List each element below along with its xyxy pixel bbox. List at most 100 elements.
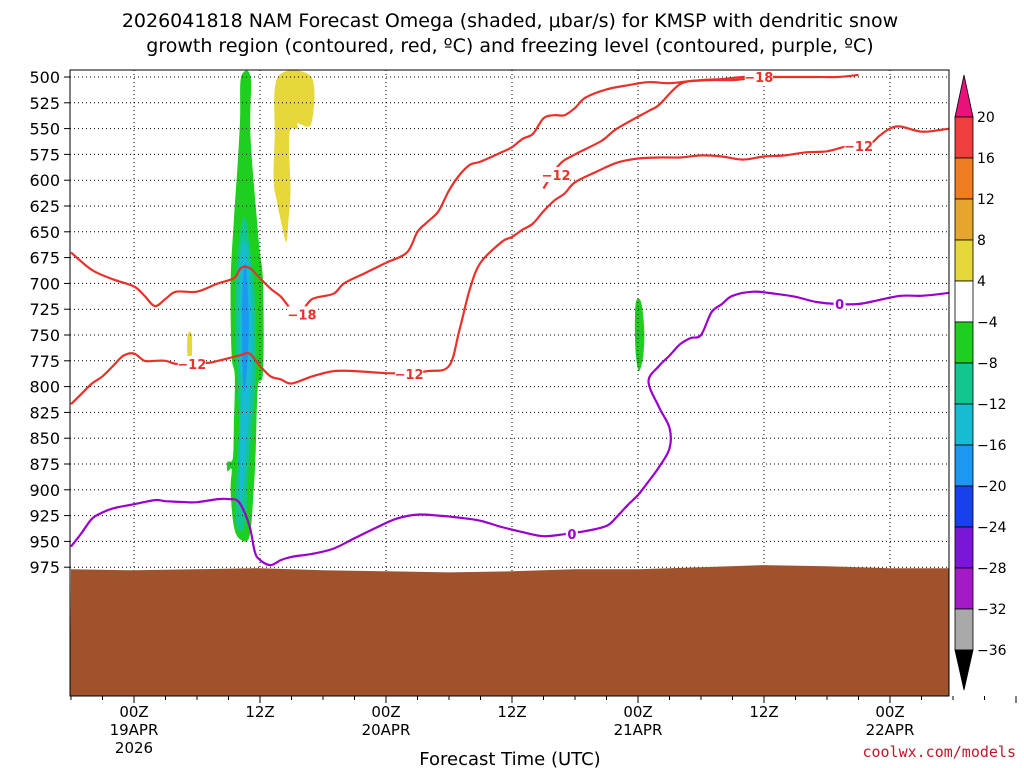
colorbar-bin	[954, 567, 974, 610]
contour-label: −12	[844, 140, 873, 155]
y-tick-label: 575	[29, 145, 60, 164]
colorbar-label: 16	[977, 151, 995, 167]
x-axis-label: Forecast Time (UTC)	[419, 749, 600, 768]
contour-label: 0	[567, 528, 576, 543]
colorbar-arrow-top	[954, 74, 974, 118]
colorbar-label: −36	[977, 643, 1007, 659]
contour-label-bg	[744, 70, 773, 84]
colorbar-bin	[954, 116, 974, 159]
x-tick-label-year: 2026	[115, 739, 153, 757]
colorbar-label: 20	[977, 110, 995, 126]
colorbar-label: −20	[977, 479, 1007, 495]
ground-surface	[70, 565, 949, 696]
watermark: coolwx.com/models	[862, 743, 1016, 761]
contour-label: −12	[395, 368, 424, 383]
y-axis: 500 525 550 575 600 625 650 675 700 725 750 775 800 8…	[29, 68, 70, 577]
x-tick-label-time: 00Z	[623, 703, 652, 721]
colorbar-label: −32	[977, 602, 1007, 618]
omega-shading-layer	[187, 70, 645, 542]
colorbar-bin	[954, 321, 974, 364]
y-tick-label: 525	[29, 94, 60, 113]
y-tick-label: 925	[29, 507, 60, 526]
colorbar-label: −8	[977, 356, 998, 372]
dgz-minus18-lower	[70, 75, 775, 313]
x-tick-label-time: 00Z	[371, 703, 400, 721]
y-tick-label: 825	[29, 403, 60, 422]
contour-label-bg	[844, 138, 873, 154]
x-tick-label-time: 00Z	[875, 703, 904, 721]
x-tick-label-time: 12Z	[245, 703, 274, 721]
contour-label-bg	[833, 296, 846, 312]
y-tick-label: 900	[29, 481, 60, 500]
x-tick-label-date: 20APR	[362, 721, 411, 739]
colorbar-label: 12	[977, 192, 995, 208]
x-tick-label-date: 19APR	[110, 721, 159, 739]
omega-yellow-upper	[273, 70, 315, 243]
colorbar-label: −24	[977, 520, 1007, 536]
y-tick-label: 950	[29, 532, 60, 551]
x-tick-label-time: 12Z	[749, 703, 778, 721]
x-tick-label-date: 22APR	[866, 721, 915, 739]
colorbar-label: −4	[977, 315, 998, 331]
colorbar-bin	[954, 403, 974, 446]
dgz-minus12-lower	[70, 125, 949, 405]
chart-title-line1: 2026041818 NAM Forecast Omega (shaded, μ…	[122, 10, 898, 32]
y-tick-label: 875	[29, 455, 60, 474]
omega-green-small	[634, 298, 645, 372]
y-tick-label: 700	[29, 274, 60, 293]
colorbar-label: 8	[977, 233, 986, 249]
contour-label: −12	[542, 169, 571, 184]
colorbar-bin	[954, 526, 974, 569]
terrain-layer	[70, 565, 949, 696]
colorbar-bin	[954, 608, 974, 651]
contour-label: 0	[835, 298, 844, 313]
colorbar-label: −28	[977, 561, 1007, 577]
contour-label-bg	[542, 167, 571, 183]
y-tick-label: 975	[29, 558, 60, 577]
y-tick-label: 600	[29, 171, 60, 190]
gridlines	[70, 70, 949, 696]
colorbar-bin	[954, 362, 974, 405]
contour-label-bg	[288, 306, 316, 322]
y-tick-label: 625	[29, 197, 60, 216]
contour-label: −18	[744, 71, 773, 86]
y-tick-label: 800	[29, 378, 60, 397]
colorbar-label: −12	[977, 397, 1007, 413]
colorbar-arrow-bottom	[954, 649, 974, 691]
x-tick-label-date: 21APR	[614, 721, 663, 739]
y-tick-label: 725	[29, 300, 60, 319]
colorbar: 20 16 12 8 4 −4 −8 −12 −16 −20 −24 −28 −32 −36	[954, 74, 1007, 691]
contour-label-bg	[565, 526, 578, 542]
colorbar-bin	[954, 198, 974, 241]
chart-title-line2: growth region (contoured, red, ºC) and f…	[146, 35, 873, 57]
contour-label-bg	[177, 355, 206, 371]
y-tick-label: 750	[29, 326, 60, 345]
plot-area: −18 −12 −12 −12 −12 −18 0 0	[70, 70, 949, 696]
omega-blue	[241, 262, 249, 392]
y-tick-label: 850	[29, 429, 60, 448]
y-tick-label: 550	[29, 120, 60, 139]
contour-label: −12	[177, 358, 206, 373]
colorbar-label: 4	[977, 274, 986, 290]
dgz-minus18-upper	[542, 73, 859, 190]
contour-layer	[70, 73, 949, 567]
colorbar-bin	[954, 157, 974, 200]
plot-frame	[69, 69, 950, 697]
colorbar-bin	[954, 239, 974, 282]
x-tick-label-time: 00Z	[119, 703, 148, 721]
x-tick-label-time: 12Z	[497, 703, 526, 721]
contour-labels: −18 −12 −12 −12 −12 −18 0 0	[177, 70, 873, 543]
contour-label: −18	[288, 308, 317, 323]
y-tick-label: 675	[29, 249, 60, 268]
colorbar-bin	[954, 444, 974, 487]
colorbar-label: −16	[977, 438, 1007, 454]
contour-label-bg	[395, 366, 424, 382]
y-tick-label: 775	[29, 352, 60, 371]
y-tick-label: 650	[29, 223, 60, 242]
freezing-level-0	[70, 290, 949, 567]
y-tick-label: 500	[29, 68, 60, 87]
colorbar-bin	[954, 280, 974, 323]
colorbar-bin	[954, 485, 974, 528]
